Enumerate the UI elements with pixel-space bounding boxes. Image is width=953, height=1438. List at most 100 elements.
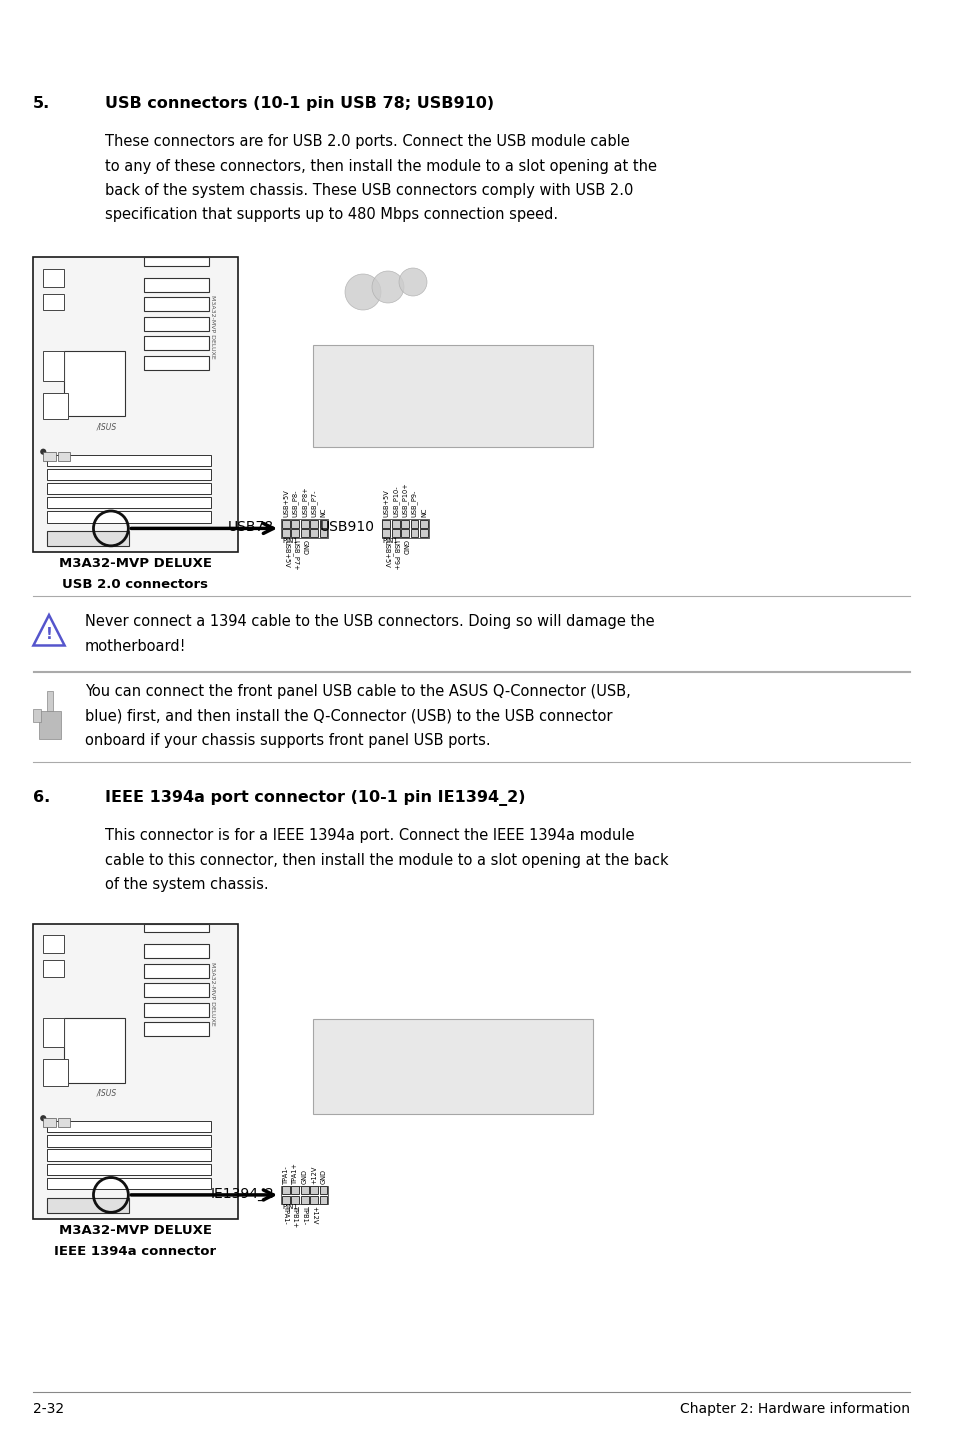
Polygon shape <box>33 615 65 646</box>
Text: GND: GND <box>401 539 408 555</box>
Bar <box>401 519 409 528</box>
Text: PIN1: PIN1 <box>282 538 297 544</box>
Text: back of the system chassis. These USB connectors comply with USB 2.0: back of the system chassis. These USB co… <box>105 183 633 198</box>
Text: USB+5V: USB+5V <box>283 489 289 518</box>
Text: GND: GND <box>320 1169 326 1183</box>
Bar <box>144 257 209 266</box>
Bar <box>282 529 290 536</box>
Text: cable to this connector, then install the module to a slot opening at the back: cable to this connector, then install th… <box>105 853 668 867</box>
Circle shape <box>40 449 47 454</box>
Text: TPB1+: TPB1+ <box>292 1206 298 1228</box>
Bar <box>381 519 428 538</box>
Bar <box>282 519 290 528</box>
Text: specification that supports up to 480 Mbps connection speed.: specification that supports up to 480 Mb… <box>105 207 558 223</box>
Text: You can connect the front panel USB cable to the ASUS Q-Connector (USB,: You can connect the front panel USB cabl… <box>85 684 630 699</box>
Text: TPB1-: TPB1- <box>301 1206 308 1225</box>
Bar <box>300 529 308 536</box>
Bar <box>281 1185 328 1204</box>
Bar <box>319 519 327 528</box>
Text: onboard if your chassis supports front panel USB ports.: onboard if your chassis supports front p… <box>85 733 490 748</box>
Bar <box>48 483 212 495</box>
Text: M3A32-MVP DELUXE: M3A32-MVP DELUXE <box>210 295 214 360</box>
Bar <box>144 355 209 370</box>
Bar <box>48 1136 212 1146</box>
Bar <box>410 519 418 528</box>
Bar <box>392 529 399 536</box>
Bar <box>281 519 328 538</box>
Bar <box>319 1186 327 1194</box>
Bar <box>39 710 61 739</box>
Bar <box>48 1122 212 1132</box>
Text: /ISUS: /ISUS <box>96 423 117 431</box>
Text: +12V: +12V <box>311 1206 316 1224</box>
Text: This connector is for a IEEE 1394a port. Connect the IEEE 1394a module: This connector is for a IEEE 1394a port.… <box>105 828 634 843</box>
Text: USB_P9-: USB_P9- <box>411 490 417 518</box>
Text: USB 2.0 connectors: USB 2.0 connectors <box>63 578 209 591</box>
Bar <box>43 1018 64 1047</box>
Text: USB connectors (10-1 pin USB 78; USB910): USB connectors (10-1 pin USB 78; USB910) <box>105 96 494 111</box>
Bar <box>300 519 308 528</box>
Bar <box>43 393 68 420</box>
Bar <box>43 293 64 311</box>
Text: USB+5V: USB+5V <box>383 539 389 567</box>
Bar <box>382 529 390 536</box>
Bar <box>319 529 327 536</box>
Bar <box>282 1186 290 1194</box>
Text: These connectors are for USB 2.0 ports. Connect the USB module cable: These connectors are for USB 2.0 ports. … <box>105 134 629 150</box>
Bar <box>64 1018 125 1083</box>
Bar <box>144 984 209 997</box>
Bar <box>310 519 317 528</box>
Bar <box>291 1186 299 1194</box>
Text: USB_P10-: USB_P10- <box>392 486 398 518</box>
Bar <box>419 519 427 528</box>
Bar <box>48 454 212 466</box>
Text: GND: GND <box>301 1169 308 1183</box>
Bar <box>144 1022 209 1037</box>
Bar <box>48 1198 130 1212</box>
Text: motherboard!: motherboard! <box>85 638 186 653</box>
Text: IEEE 1394a connector: IEEE 1394a connector <box>54 1244 216 1257</box>
Bar <box>43 961 64 976</box>
Bar <box>33 709 41 722</box>
Bar <box>48 512 212 522</box>
Bar <box>64 351 125 416</box>
Text: !: ! <box>46 627 52 641</box>
Bar <box>392 519 399 528</box>
Bar <box>310 529 317 536</box>
Text: GND: GND <box>301 539 308 555</box>
Text: USB_P7+: USB_P7+ <box>292 539 298 569</box>
Bar <box>144 923 209 932</box>
Bar <box>43 452 55 460</box>
Bar <box>144 945 209 958</box>
Bar <box>300 1196 308 1204</box>
Bar <box>48 1178 212 1189</box>
Circle shape <box>345 275 380 311</box>
Bar <box>33 923 237 1218</box>
Text: /ISUS: /ISUS <box>96 1089 117 1097</box>
Bar <box>47 692 53 710</box>
Text: PIN1: PIN1 <box>282 1204 297 1209</box>
Bar <box>144 278 209 292</box>
Text: USB78: USB78 <box>228 521 274 535</box>
Bar <box>313 345 593 447</box>
Text: USB_P10+: USB_P10+ <box>401 483 408 518</box>
Text: USB_P8-: USB_P8- <box>292 490 298 518</box>
Bar <box>310 1196 317 1204</box>
Text: M3A32-MVP DELUXE: M3A32-MVP DELUXE <box>210 962 214 1025</box>
Text: USB910: USB910 <box>319 521 374 535</box>
Bar <box>33 257 237 552</box>
Text: M3A32-MVP DELUXE: M3A32-MVP DELUXE <box>59 557 212 569</box>
Bar <box>48 532 130 546</box>
Text: USB_P9+: USB_P9+ <box>392 539 398 569</box>
Bar <box>300 1186 308 1194</box>
Bar <box>144 963 209 978</box>
Bar <box>291 519 299 528</box>
Text: USB+5V: USB+5V <box>383 489 389 518</box>
Text: 5.: 5. <box>33 96 51 111</box>
Text: Chapter 2: Hardware information: Chapter 2: Hardware information <box>679 1402 909 1416</box>
Bar <box>144 1002 209 1017</box>
Bar <box>401 529 409 536</box>
Bar <box>382 519 390 528</box>
Bar <box>48 1163 212 1175</box>
Text: M3A32-MVP DELUXE: M3A32-MVP DELUXE <box>59 1224 212 1237</box>
